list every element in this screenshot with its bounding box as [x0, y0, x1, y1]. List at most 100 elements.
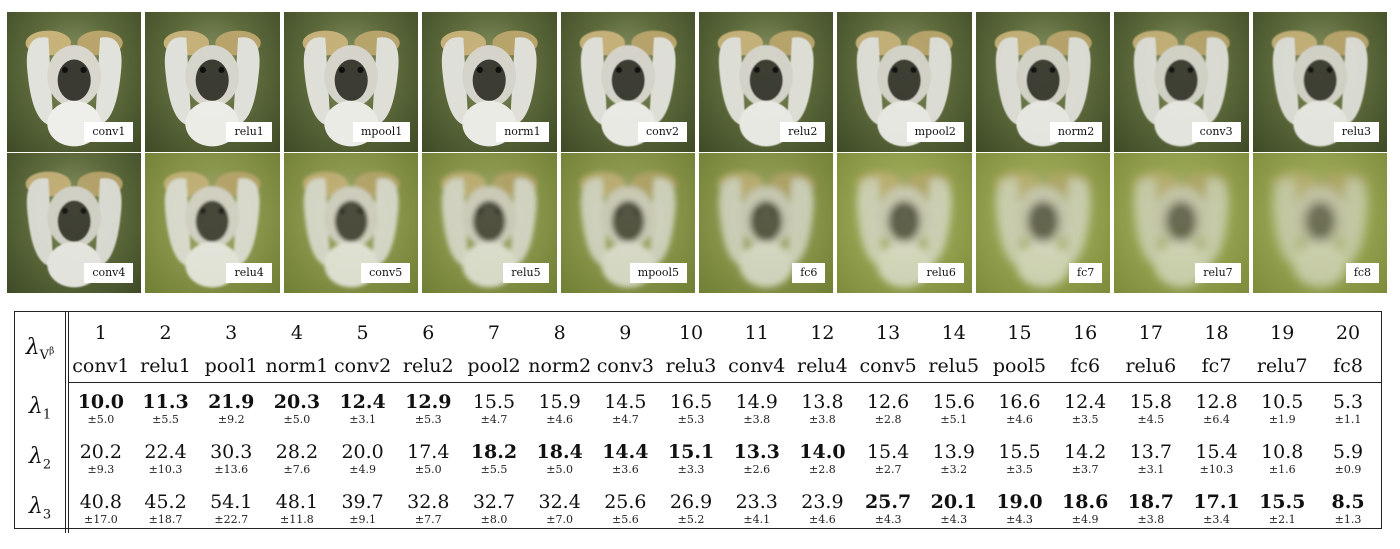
table-cell: 25.7 ±4.3: [855, 483, 921, 533]
layer-tag: conv1: [84, 122, 134, 142]
cell-value: 30.3: [210, 440, 253, 463]
cell-std: ±9.3: [87, 462, 115, 476]
table-cell: 20.2 ±9.3: [67, 433, 133, 483]
table-cell: 28.2 ±7.6: [264, 433, 330, 483]
layer-index: 2: [159, 322, 172, 344]
layer-name: fc7: [1183, 350, 1250, 383]
table-cell: 12.8 ±6.4: [1184, 383, 1250, 434]
layer-name: conv3: [592, 350, 659, 383]
cell-std: ±4.1: [743, 512, 771, 526]
corner-sub: V: [39, 348, 50, 364]
cell-std: ±3.5: [1071, 412, 1099, 426]
cell-value: 15.8: [1129, 390, 1172, 413]
cell-std: ±3.8: [809, 412, 836, 426]
cell-value: 13.7: [1129, 440, 1172, 463]
layer-tag: fc8: [1345, 263, 1380, 283]
cell-std: ±5.5: [480, 462, 508, 476]
cell-value: 14.0: [799, 440, 846, 463]
cell-value: 12.4: [339, 390, 386, 413]
cell-std: ±1.1: [1334, 412, 1362, 426]
cell-std: ±9.1: [349, 512, 376, 526]
table-cell: 13.3 ±2.6: [724, 433, 790, 483]
table-cell: 14.0 ±2.8: [790, 433, 856, 483]
table-cell: 15.5 ±3.5: [987, 433, 1053, 483]
layer-name: relu7: [1249, 350, 1316, 383]
cell-value: 22.4: [144, 440, 187, 463]
layer-name: pool5: [986, 350, 1053, 383]
reconstruction-image: fc6: [699, 153, 834, 293]
cell-std: ±3.8: [1137, 512, 1165, 526]
reconstruction-image: mpool2: [837, 12, 972, 152]
corner-lambda: λ: [25, 335, 40, 361]
table-cell: 14.4 ±3.6: [593, 433, 659, 483]
table-cell: 54.1 ±22.7: [198, 483, 264, 533]
cell-std: ±10.3: [1199, 462, 1234, 476]
layer-name: relu1: [132, 350, 199, 383]
layer-tag: conv5: [361, 263, 411, 283]
layer-index: 6: [422, 322, 435, 344]
table-cell: 10.5 ±1.9: [1249, 383, 1315, 434]
cell-std: ±2.6: [743, 462, 771, 476]
reconstruction-image: relu2: [699, 12, 834, 152]
layer-index: 3: [225, 322, 238, 344]
cell-value: 5.9: [1332, 440, 1364, 463]
cell-std: ±13.6: [214, 462, 249, 476]
cell-value: 19.0: [996, 490, 1043, 513]
table-cell: 12.4 ±3.1: [330, 383, 396, 434]
layer-index: 1: [94, 322, 107, 344]
table-cell: 17.1 ±3.4: [1184, 483, 1250, 533]
layer-tag: relu5: [503, 263, 549, 283]
layer-tag: relu2: [780, 122, 826, 142]
cell-value: 28.2: [275, 440, 319, 463]
row-label: λ3: [15, 483, 69, 533]
table-cell: 15.6 ±5.1: [921, 383, 987, 434]
table-cell: 13.8 ±3.8: [790, 383, 856, 434]
reconstruction-strip-bottom: conv4 relu4 conv5: [7, 153, 1388, 293]
layer-index: 15: [1007, 322, 1032, 344]
table-cell: 15.5 ±2.1: [1249, 483, 1315, 533]
cell-value: 18.7: [1127, 490, 1174, 513]
layer-name: conv2: [329, 350, 396, 383]
layer-name: pool2: [461, 350, 527, 383]
cell-value: 12.9: [405, 390, 452, 413]
cell-std: ±5.3: [677, 412, 705, 426]
corner-sup: β: [49, 347, 55, 358]
cell-value: 15.5: [472, 390, 516, 413]
cell-value: 15.4: [1195, 440, 1238, 463]
table-cell: 16.5 ±5.3: [658, 383, 724, 434]
cell-value: 25.6: [604, 490, 647, 513]
cell-value: 11.3: [142, 390, 189, 413]
cell-value: 15.4: [866, 440, 910, 463]
table-cell: 12.9 ±5.3: [395, 383, 461, 434]
layer-tag: conv4: [84, 263, 134, 283]
reconstruction-image: fc7: [975, 153, 1111, 293]
cell-std: ±4.6: [809, 512, 836, 526]
table-cell: 18.6 ±4.9: [1052, 483, 1118, 533]
cell-value: 21.9: [208, 390, 255, 413]
cell-std: ±5.0: [414, 462, 442, 476]
reconstruction-image: mpool5: [560, 153, 696, 293]
table-cell: 39.7 ±9.1: [330, 483, 396, 533]
cell-std: ±10.3: [148, 462, 183, 476]
layer-index: 4: [290, 322, 303, 344]
cell-value: 10.0: [77, 390, 124, 413]
cell-value: 40.8: [79, 490, 122, 513]
layer-tag: relu4: [226, 263, 272, 283]
reconstruction-image: norm1: [422, 12, 557, 152]
cell-value: 39.7: [341, 490, 384, 513]
cell-std: ±5.0: [87, 412, 115, 426]
cell-value: 20.1: [930, 490, 977, 513]
cell-std: ±2.8: [809, 462, 836, 476]
cell-value: 15.9: [538, 390, 581, 413]
layer-tag: relu3: [1333, 122, 1380, 142]
reconstruction-image: relu5: [422, 153, 557, 293]
layer-index: 10: [678, 322, 704, 344]
layer-index: 17: [1138, 322, 1163, 344]
layer-name: relu4: [789, 350, 856, 383]
layer-name: pool1: [198, 350, 265, 383]
layer-tag: conv3: [1191, 122, 1241, 142]
cell-std: ±3.1: [349, 412, 376, 426]
cell-std: ±5.1: [940, 412, 968, 426]
cell-std: ±3.6: [611, 462, 639, 476]
